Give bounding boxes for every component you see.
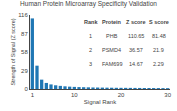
svg-text:PHB: PHB [106, 33, 118, 39]
svg-text:3: 3 [89, 61, 92, 67]
svg-text:110.65: 110.65 [128, 33, 144, 39]
svg-text:29: 29 [21, 68, 28, 74]
svg-text:14.67: 14.67 [129, 61, 143, 67]
svg-text:Strength of Signal (Z score): Strength of Signal (Z score) [10, 18, 16, 85]
svg-text:Rank: Rank [84, 19, 98, 25]
svg-text:81.48: 81.48 [152, 33, 166, 39]
svg-text:Z score: Z score [126, 19, 146, 25]
svg-text:2: 2 [89, 47, 92, 53]
svg-text:1: 1 [89, 33, 92, 39]
svg-text:FAM699: FAM699 [102, 61, 122, 67]
svg-text:87: 87 [21, 31, 28, 37]
svg-text:2.29: 2.29 [153, 61, 164, 67]
svg-text:116: 116 [18, 12, 28, 18]
svg-text:20: 20 [118, 92, 125, 98]
svg-text:0: 0 [24, 86, 28, 92]
svg-text:58: 58 [21, 49, 28, 55]
svg-text:Human Protein Microarray Speci: Human Protein Microarray Specificity Val… [20, 0, 157, 8]
svg-text:1: 1 [31, 92, 35, 98]
svg-text:Signal Rank: Signal Rank [84, 99, 117, 105]
svg-text:30: 30 [164, 92, 171, 98]
svg-text:36.57: 36.57 [129, 47, 143, 53]
svg-text:S score: S score [149, 19, 169, 25]
svg-text:21.9: 21.9 [153, 47, 164, 53]
svg-text:10: 10 [71, 92, 78, 98]
svg-text:PSMD4: PSMD4 [102, 47, 121, 53]
svg-text:Protein: Protein [102, 19, 122, 25]
